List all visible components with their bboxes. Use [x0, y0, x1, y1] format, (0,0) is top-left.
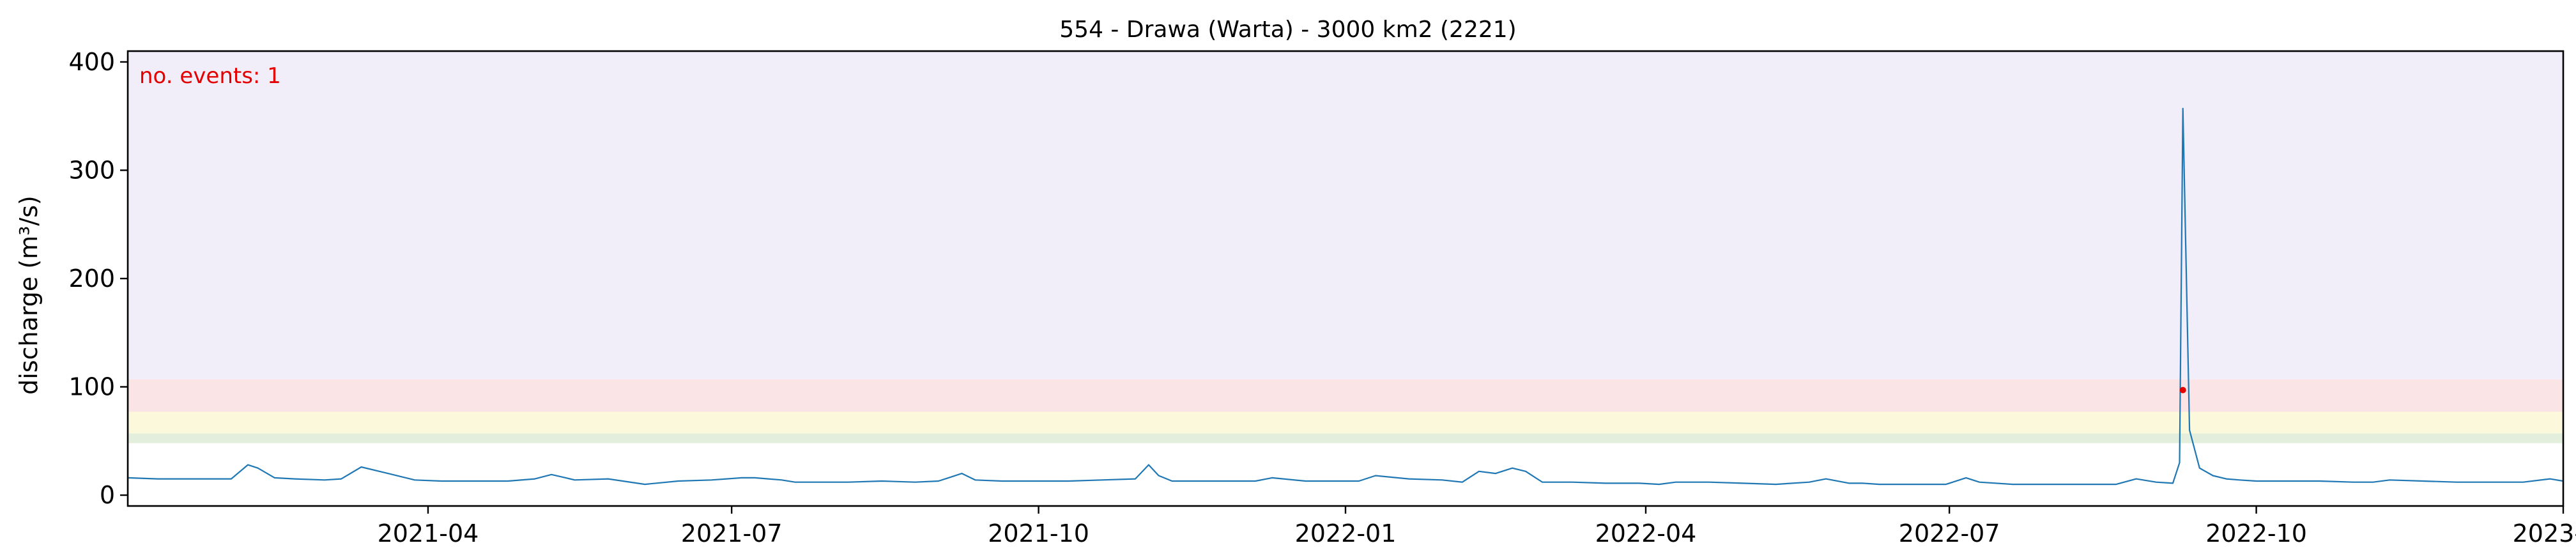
event-count-annotation: no. events: 1	[139, 63, 281, 89]
x-tick-label-2: 2021-10	[988, 519, 1089, 548]
x-tick-label-3: 2022-01	[1295, 519, 1397, 548]
threshold-band-2	[128, 379, 2563, 412]
y-axis-label: discharge (m³/s)	[15, 195, 43, 395]
y-axis: 0 100 200 300 400	[68, 48, 128, 509]
x-tick-label-5: 2022-07	[1899, 519, 2000, 548]
y-tick-label-0: 0	[100, 481, 115, 509]
threshold-bands	[128, 51, 2563, 443]
x-tick-label-6: 2022-10	[2205, 519, 2307, 548]
threshold-band-1	[128, 411, 2563, 434]
event-marker-0	[2179, 387, 2186, 394]
x-tick-label-1: 2021-07	[681, 519, 783, 548]
x-axis: 2021-04 2021-07 2021-10 2022-01 2022-04 2022-…	[378, 506, 2576, 548]
threshold-band-0	[128, 433, 2563, 443]
y-tick-label-4: 400	[68, 48, 115, 76]
x-tick-label-7: 2023-01	[2513, 519, 2576, 548]
y-tick-label-2: 200	[68, 264, 115, 293]
events-layer	[2179, 387, 2186, 394]
series-layer	[127, 107, 2564, 486]
x-tick-label-4: 2022-04	[1595, 519, 1697, 548]
threshold-band-3	[128, 51, 2563, 379]
x-tick-label-0: 2021-04	[378, 519, 479, 548]
y-tick-label-1: 100	[68, 373, 115, 401]
y-tick-label-3: 300	[68, 156, 115, 184]
discharge-series-line	[127, 107, 2564, 486]
chart-title: 554 - Drawa (Warta) - 3000 km2 (2221)	[1059, 17, 1516, 43]
